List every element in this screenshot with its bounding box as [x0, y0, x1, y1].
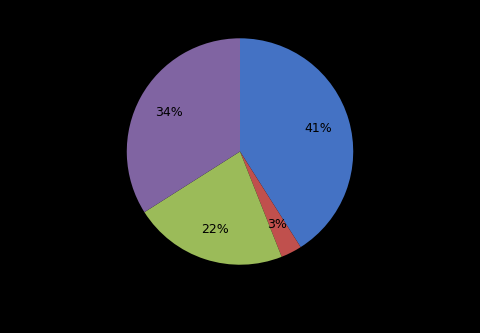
Text: 34%: 34%	[155, 106, 182, 119]
Text: 3%: 3%	[267, 218, 287, 231]
Wedge shape	[240, 38, 353, 247]
Wedge shape	[240, 152, 300, 257]
Text: 41%: 41%	[304, 122, 332, 135]
Wedge shape	[144, 152, 282, 265]
Wedge shape	[127, 38, 240, 212]
Text: 22%: 22%	[201, 222, 228, 235]
